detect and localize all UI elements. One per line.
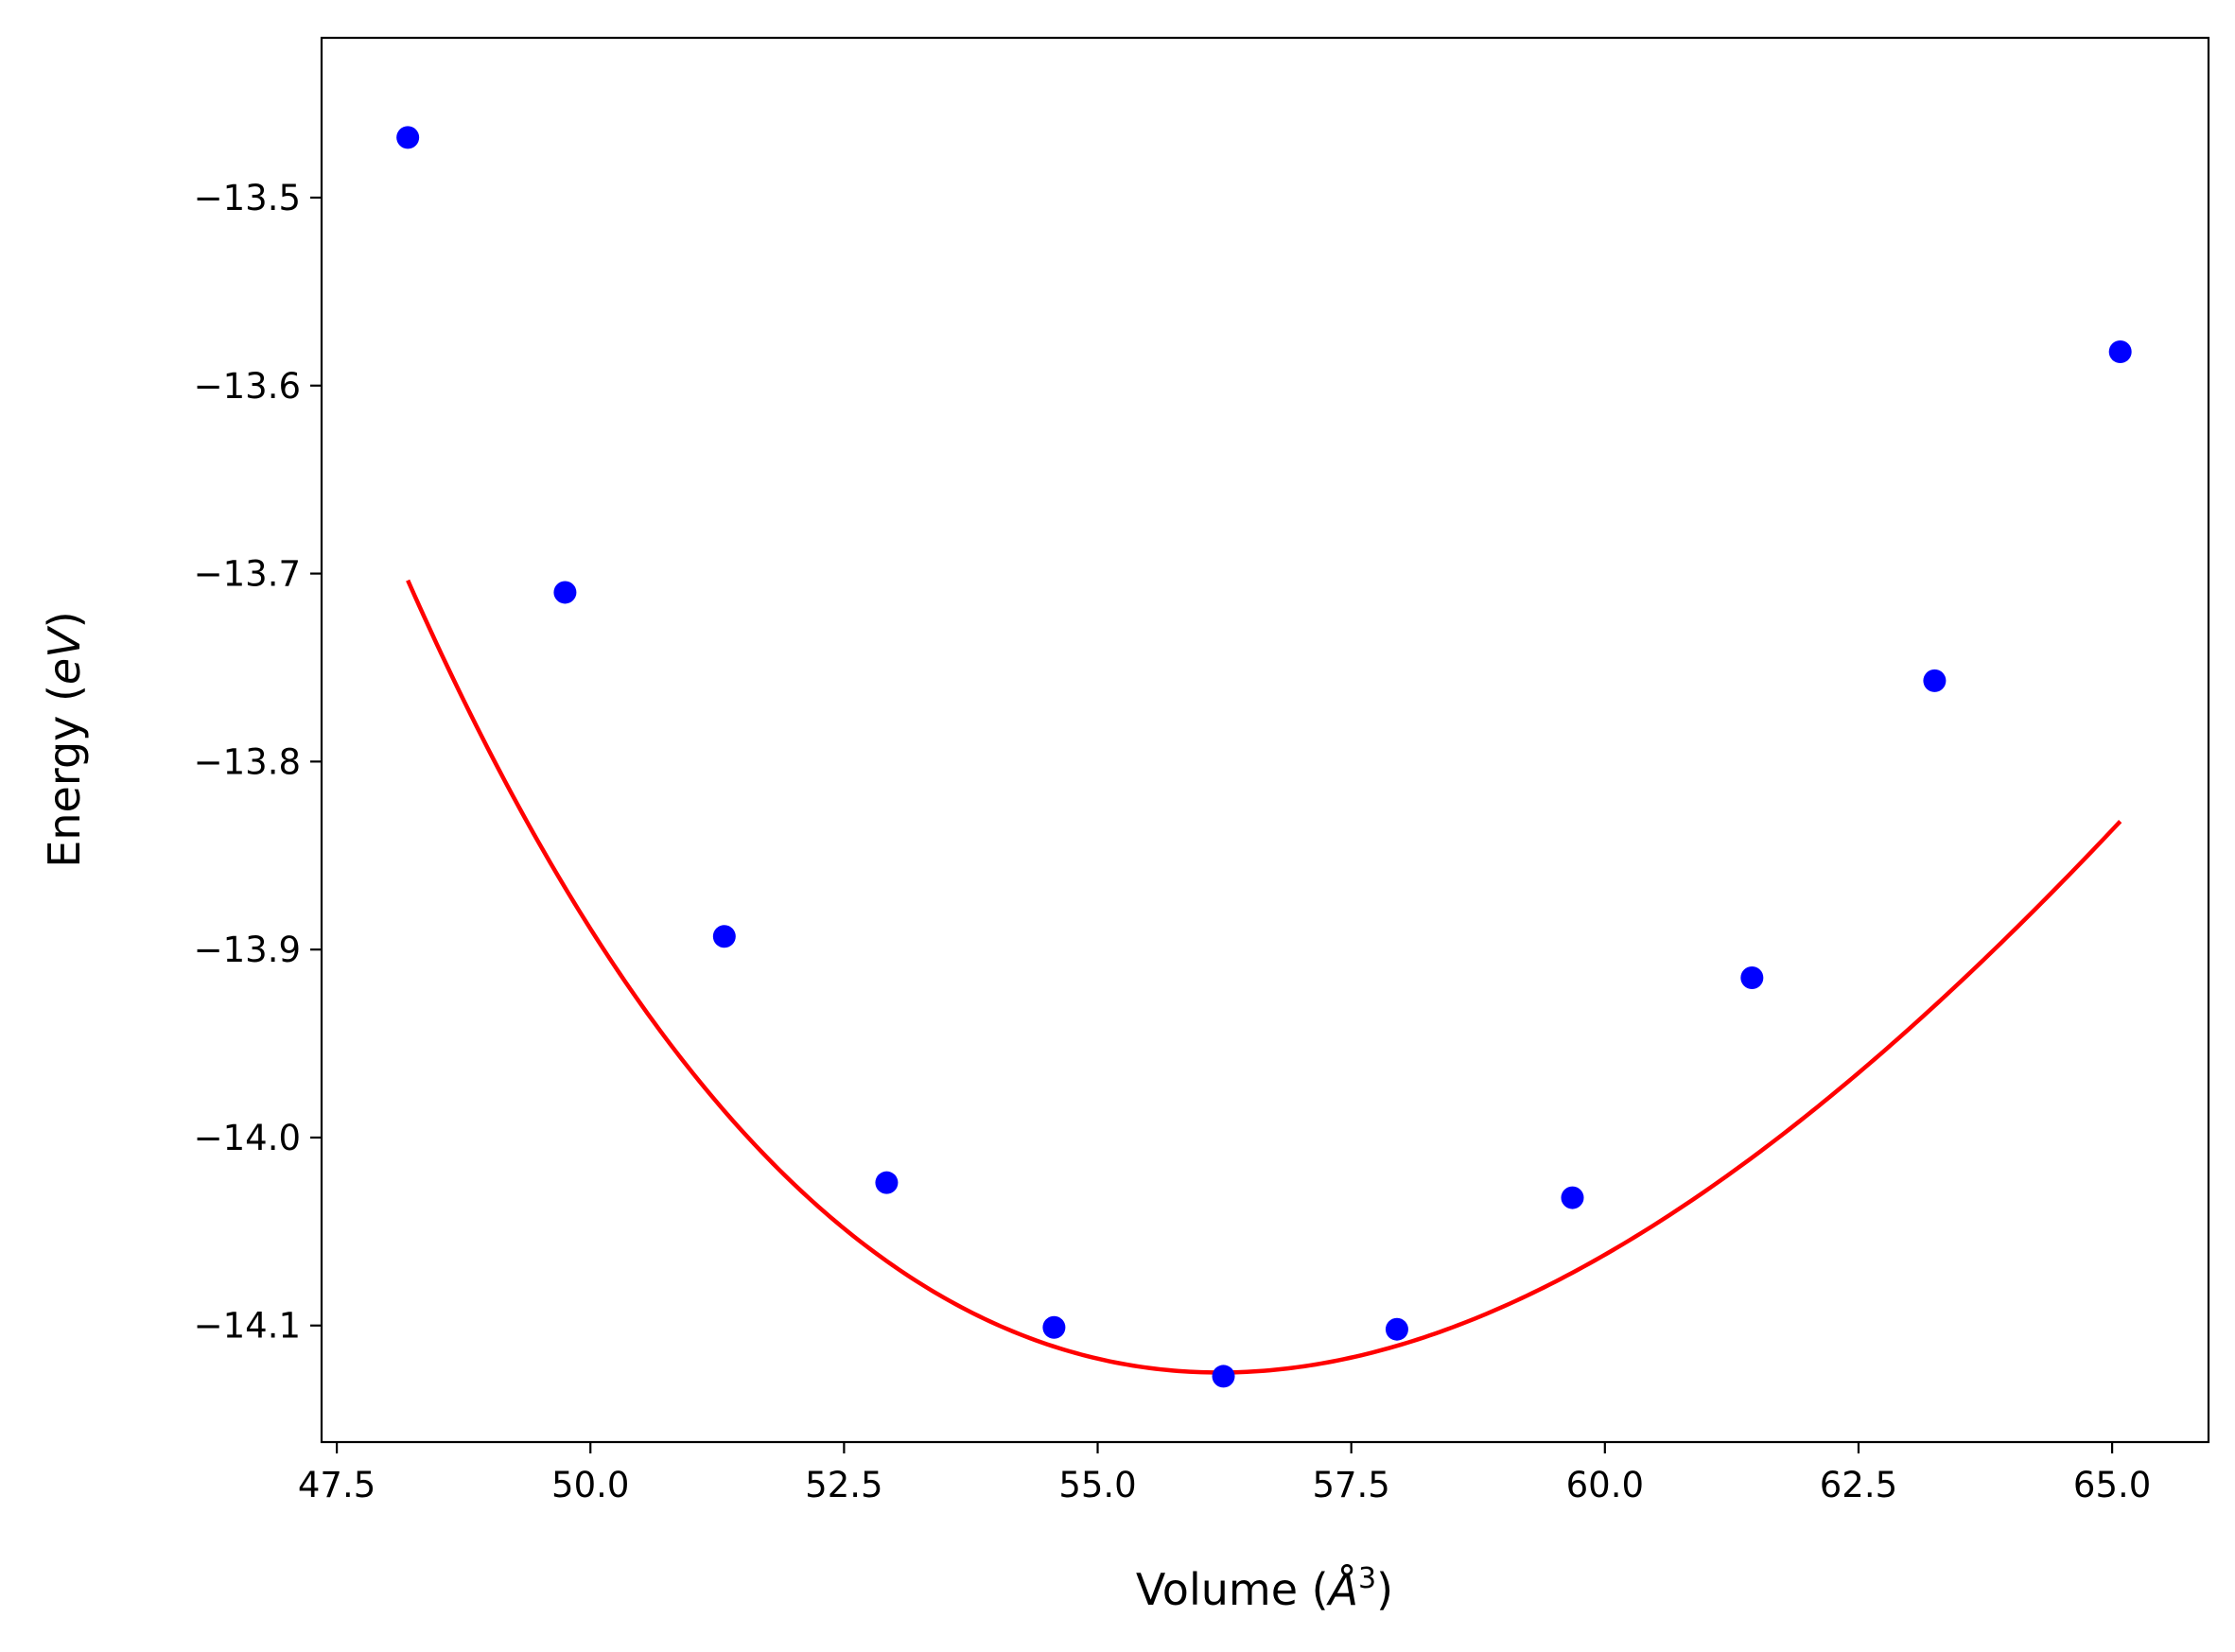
data-point <box>1923 669 1947 692</box>
y-tick-label: −13.9 <box>194 930 301 970</box>
data-point <box>875 1171 899 1194</box>
x-tick-label: 65.0 <box>2073 1465 2151 1505</box>
data-point <box>1740 965 1764 989</box>
x-tick-label: 47.5 <box>298 1465 375 1505</box>
y-tick-label: −13.5 <box>194 178 301 218</box>
plot-area <box>322 38 2209 1442</box>
data-point <box>396 126 420 149</box>
x-tick-label: 55.0 <box>1058 1465 1136 1505</box>
data-point <box>712 925 736 948</box>
y-tick-label: −13.7 <box>194 554 301 595</box>
y-tick-label: −14.0 <box>194 1118 301 1158</box>
x-axis-title: Volume (Å3) <box>1136 1562 1393 1615</box>
x-tick-label: 50.0 <box>551 1465 629 1505</box>
y-tick-label: −13.6 <box>194 366 301 407</box>
data-point <box>1212 1365 1235 1388</box>
data-points-layer <box>396 126 2132 1388</box>
fit-curve-layer <box>406 579 2122 1375</box>
x-axis-ticks: 47.5 50.0 52.5 55.0 57.5 60.0 62.5 65.0 <box>298 1442 2151 1505</box>
data-point <box>553 581 577 604</box>
data-point <box>1042 1315 1066 1339</box>
x-tick-label: 60.0 <box>1566 1465 1644 1505</box>
y-tick-label: −13.8 <box>194 741 301 782</box>
y-axis-ticks: −13.5 −13.6 −13.7 −13.8 −13.9 −14.0 −14.1 <box>194 178 322 1347</box>
plot-frame <box>320 36 2210 1444</box>
y-axis-title: Energy (eV) <box>39 611 90 867</box>
data-point <box>1561 1186 1584 1209</box>
data-point <box>2108 339 2132 363</box>
data-point <box>1385 1317 1408 1341</box>
y-tick-label: −14.1 <box>194 1306 301 1347</box>
x-tick-label: 57.5 <box>1312 1465 1389 1505</box>
x-tick-label: 62.5 <box>1820 1465 1897 1505</box>
x-tick-label: 52.5 <box>805 1465 882 1505</box>
fit-curve-line <box>406 579 2122 1375</box>
